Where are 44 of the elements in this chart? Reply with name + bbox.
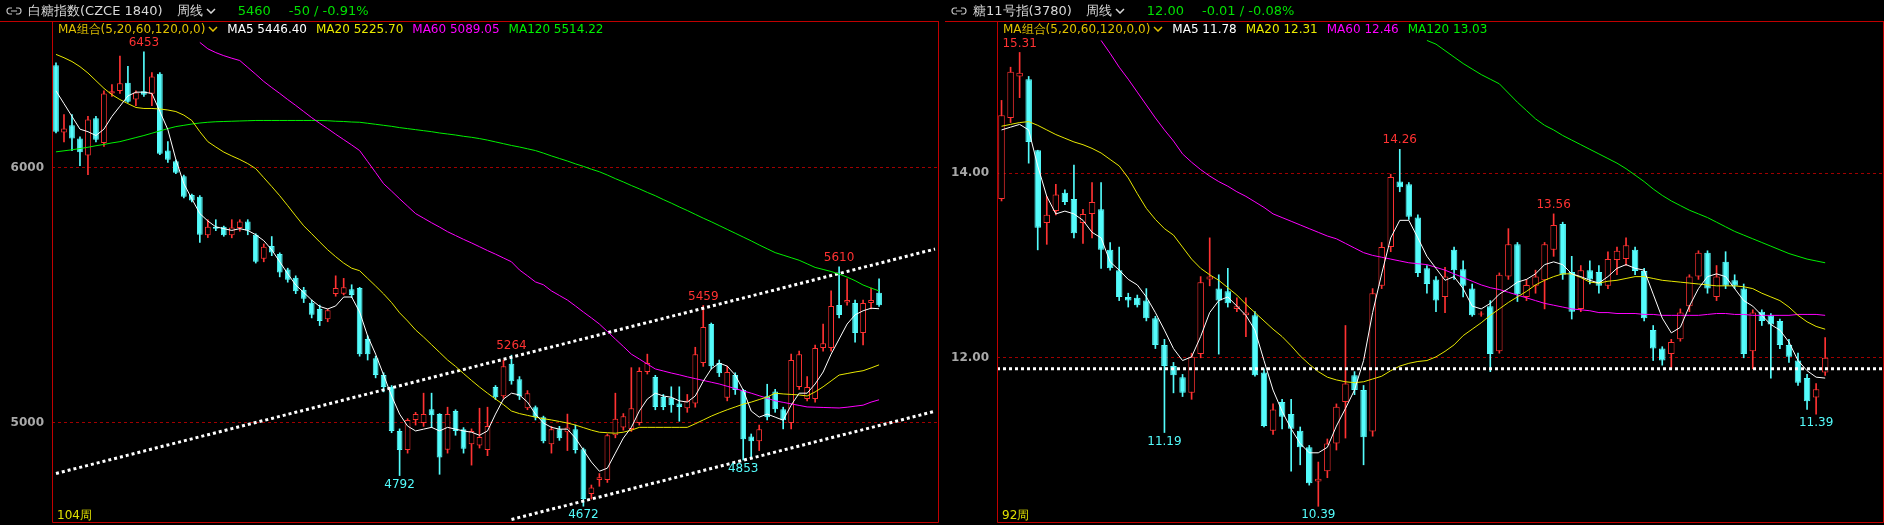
text: MA5 5446.40 [227,22,307,36]
candlestick [676,386,683,422]
candlestick [117,55,123,94]
chart-subtitle: 周线 [176,1,203,20]
annotation: 5610 [823,250,855,265]
y-tick-label: 14.00 [951,165,989,180]
chart-title: 糖11号指(3780) [973,1,1072,20]
annotation: 10.39 [1301,507,1336,522]
chart-subtitle: 周线 [1085,1,1112,20]
text: -0.01 / -0.08% [1202,3,1295,18]
candlestick [836,266,842,319]
text: MA5 11.78 [1172,22,1237,36]
annotation: 5264 [496,338,527,353]
annotation: 6453 [128,34,160,49]
series-label: MA120 13.03 [1407,22,1488,36]
text: 5460 [237,3,271,18]
annotation: 13.56 [1536,197,1571,212]
y-tick-label: 6000 [10,159,44,174]
annotation: 92周 [1002,507,1030,524]
text: MA60 12.46 [1326,22,1399,36]
candlestick [820,323,827,352]
annotation: 4792 [384,476,415,491]
text: 12.00 [1146,3,1184,18]
y-tick-label: 5000 [10,414,44,429]
chart-title: 白糖指数(CZCE 1840) [28,1,163,20]
candlestick [61,114,67,143]
annotation: 15.31 [1002,35,1037,50]
legend-title: MA组合(5,20,60,120,0,0) [1003,22,1151,36]
annotation: 11.39 [1798,415,1834,430]
text: -50 / -0.91% [288,3,369,18]
legend-title: MA组合(5,20,60,120,0,0) [58,22,206,36]
annotation: 4672 [568,507,599,522]
text: MA120 5514.22 [508,22,604,36]
text: MA20 12.31 [1245,22,1318,36]
candlestick [844,278,850,306]
candlestick [332,275,339,297]
text: MA60 5089.05 [412,22,500,36]
annotation: 5459 [687,288,719,303]
annotation: 14.26 [1382,132,1417,147]
candlestick [1215,274,1223,355]
annotation: 104周 [57,507,92,524]
text: MA20 5225.70 [316,22,404,36]
annotation: 11.19 [1147,433,1182,448]
annotation: 4853 [727,461,759,476]
